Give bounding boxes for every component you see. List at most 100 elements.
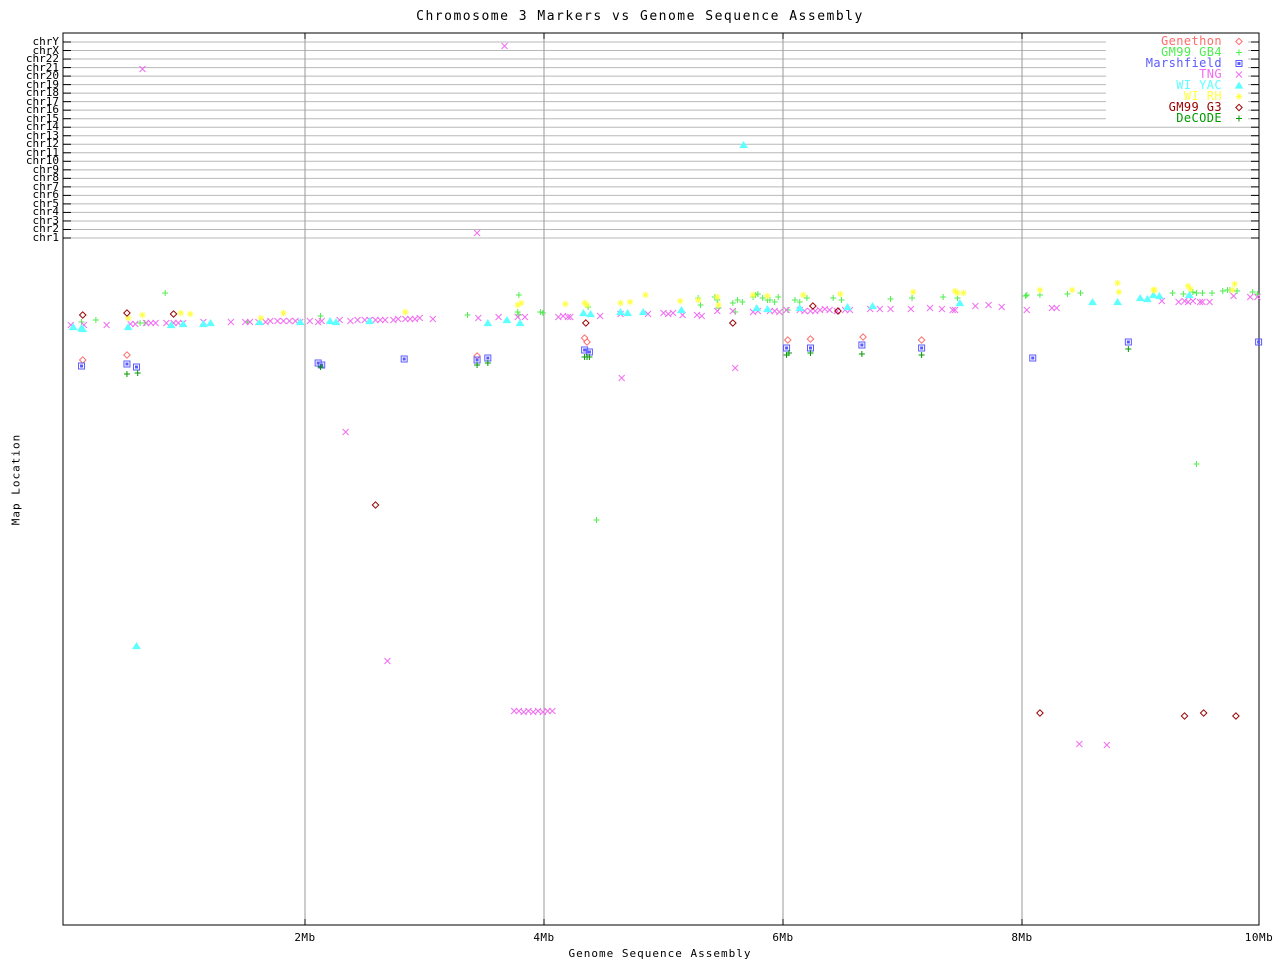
- data-point: [731, 364, 739, 372]
- data-point: [1209, 290, 1216, 296]
- data-point: [1126, 340, 1130, 344]
- data-point: [241, 318, 249, 326]
- data-point: [147, 319, 155, 327]
- data-point: [1143, 295, 1152, 303]
- data-point: [732, 309, 739, 315]
- data-point: [876, 305, 884, 313]
- data-point: [764, 292, 771, 300]
- data-point: [1235, 93, 1243, 100]
- legend-row: Genethon: [1106, 34, 1248, 48]
- data-point: [464, 312, 471, 318]
- data-point: [763, 305, 772, 313]
- data-point: [677, 306, 686, 314]
- data-point: [940, 294, 947, 300]
- data-point: [1076, 740, 1083, 748]
- data-point: [1149, 291, 1158, 299]
- data-point: [796, 299, 803, 305]
- data-point: [783, 306, 790, 314]
- data-point: [638, 308, 648, 316]
- y-axis-chromosome-label: chr9: [32, 162, 60, 176]
- legend-label-marshfield: Marshfield: [1145, 56, 1222, 70]
- data-point: [785, 350, 792, 356]
- data-point: [739, 141, 748, 149]
- data-point: [295, 318, 305, 326]
- data-point: [860, 343, 864, 347]
- data-point: [515, 319, 525, 327]
- data-point: [759, 295, 766, 301]
- data-point: [1180, 712, 1189, 720]
- data-point: [960, 289, 967, 297]
- data-point: [752, 304, 762, 312]
- data-point: [1036, 286, 1044, 294]
- data-point: [596, 312, 604, 320]
- x-axis-tick-label: 4Mb: [533, 931, 555, 944]
- data-point: [1169, 290, 1176, 296]
- data-point: [1036, 709, 1044, 717]
- data-point: [1125, 346, 1132, 352]
- data-point: [78, 325, 88, 333]
- y-axis-chromosome-label: chrX: [32, 43, 60, 57]
- data-point: [484, 354, 492, 362]
- data-point: [342, 428, 349, 436]
- y-axis-chromosome-label: chr17: [25, 94, 59, 108]
- data-point: [376, 316, 384, 324]
- data-point: [593, 517, 600, 523]
- legend-label-genethon: Genethon: [1161, 34, 1222, 48]
- data-point: [280, 309, 287, 317]
- data-point: [1180, 291, 1187, 297]
- data-point: [515, 292, 522, 298]
- plus-marker-icon: [1236, 115, 1242, 122]
- y-axis-chromosome-label: chr2: [32, 222, 60, 236]
- data-point: [1219, 288, 1226, 294]
- data-point: [549, 707, 556, 715]
- data-point: [1077, 290, 1084, 296]
- data-point: [808, 302, 817, 310]
- data-point: [135, 365, 139, 369]
- data-point: [583, 301, 591, 309]
- data-point: [1023, 292, 1030, 298]
- data-point: [1231, 280, 1238, 288]
- data-point: [642, 291, 649, 299]
- data-point: [951, 306, 959, 314]
- data-point: [917, 336, 926, 344]
- data-point: [78, 356, 87, 364]
- x-axis-tick-label: 10Mb: [1244, 931, 1274, 944]
- data-point: [714, 293, 721, 301]
- plot-border: [62, 32, 1260, 926]
- data-point: [318, 317, 326, 325]
- data-point: [384, 657, 391, 665]
- data-point: [585, 348, 593, 356]
- y-axis-chromosome-label: chr14: [25, 120, 59, 134]
- data-point: [1064, 291, 1071, 297]
- data-point: [510, 707, 518, 715]
- data-point: [587, 350, 591, 354]
- data-point: [729, 300, 736, 306]
- data-point: [785, 346, 789, 350]
- data-point: [1184, 291, 1194, 299]
- data-point: [807, 350, 814, 356]
- data-point: [1029, 354, 1037, 362]
- legend-label-wiyac: WI YAC: [1176, 78, 1222, 92]
- data-point: [280, 317, 287, 325]
- chart-title: Chromosome 3 Markers vs Genome Sequence …: [416, 9, 864, 24]
- data-point: [949, 306, 957, 314]
- data-point: [163, 319, 170, 327]
- data-point: [826, 306, 833, 314]
- data-point: [317, 313, 324, 319]
- data-point: [132, 642, 141, 650]
- data-point: [783, 344, 791, 352]
- square-marker-icon: [1235, 60, 1243, 67]
- data-point: [1103, 741, 1111, 749]
- data-point: [124, 314, 132, 322]
- legend-row: WI RH: [1106, 90, 1248, 102]
- data-point: [1113, 298, 1123, 306]
- data-point: [985, 301, 992, 309]
- data-point: [1031, 356, 1035, 360]
- data-point: [80, 364, 84, 368]
- legend-row: GM99 G3: [1106, 101, 1248, 113]
- legend-label-gm99gb4: GM99 GB4: [1161, 45, 1222, 59]
- data-point: [78, 362, 86, 370]
- x-axis-tick-label: 2Mb: [294, 931, 316, 944]
- data-point: [581, 346, 589, 354]
- legend-row: GM99 GB4: [1106, 45, 1248, 59]
